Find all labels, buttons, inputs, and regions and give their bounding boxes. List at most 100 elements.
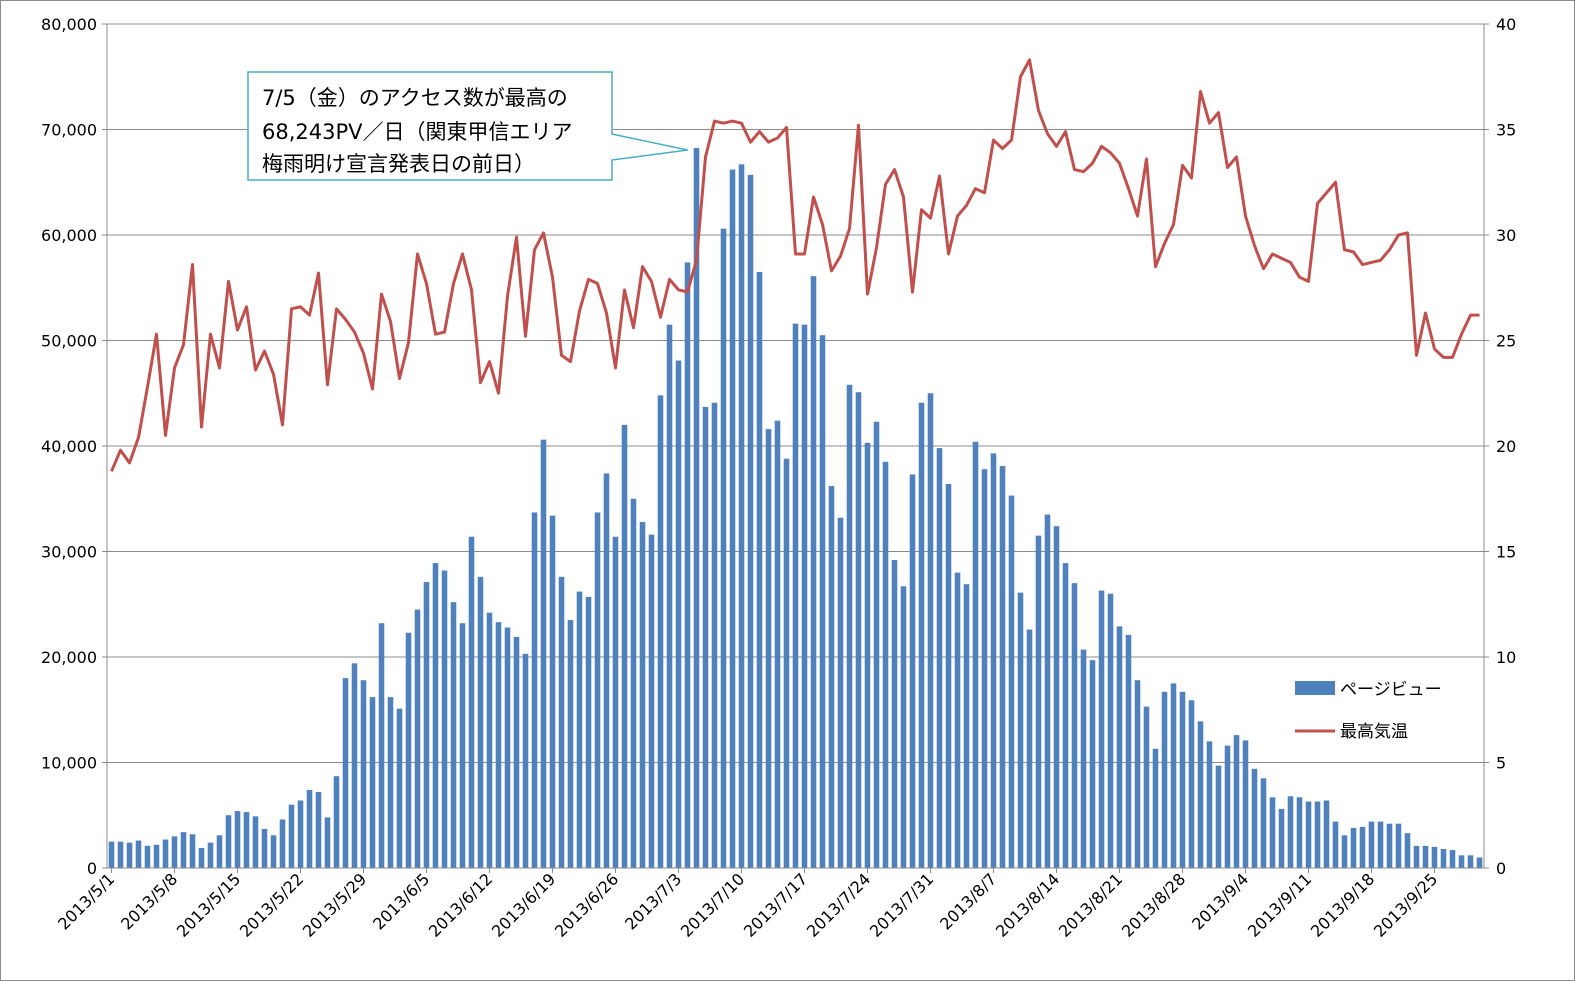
y-right-tick-label: 10 bbox=[1496, 648, 1516, 667]
pageview-bar bbox=[108, 841, 115, 868]
pageview-bar bbox=[531, 512, 538, 868]
x-tick-label: 2013/8/7 bbox=[936, 869, 1000, 933]
legend-label-pageview: ページビュー bbox=[1340, 680, 1442, 700]
x-tick-labels: 2013/5/12013/5/82013/5/152013/5/222013/5… bbox=[54, 869, 1441, 940]
pageview-bar bbox=[999, 466, 1006, 868]
pageview-bar bbox=[576, 591, 583, 868]
pageview-bar bbox=[909, 474, 916, 868]
pageview-bar bbox=[1341, 835, 1348, 868]
axes bbox=[102, 23, 1489, 873]
pageview-bar bbox=[1386, 823, 1393, 868]
x-tick-label: 2013/6/26 bbox=[551, 869, 622, 940]
legend-label-temperature: 最高気温 bbox=[1340, 722, 1408, 742]
pageview-bar bbox=[153, 844, 160, 868]
pageview-bar bbox=[198, 847, 205, 868]
pageview-bar bbox=[828, 486, 835, 868]
pageview-bar bbox=[585, 596, 592, 868]
pageview-bar bbox=[495, 622, 502, 868]
pageview-bar bbox=[1098, 590, 1105, 868]
pageview-bar bbox=[1278, 808, 1285, 868]
pageview-bar bbox=[459, 623, 466, 868]
callout-line-2: 68,243PV／日（関東甲信エリア bbox=[262, 120, 573, 144]
pageview-bar bbox=[360, 680, 367, 868]
pageview-bar bbox=[261, 828, 268, 868]
pageview-bar bbox=[1215, 765, 1222, 868]
pageview-bar bbox=[603, 473, 610, 868]
pageview-bar bbox=[171, 836, 178, 868]
pageview-bar bbox=[522, 653, 529, 868]
y-left-tick-label: 10,000 bbox=[41, 754, 97, 773]
pageview-bar bbox=[810, 276, 817, 868]
callout-line-1: 7/5（金）のアクセス数が最高の bbox=[262, 86, 568, 110]
pageview-bar bbox=[990, 453, 997, 868]
pageview-bar bbox=[324, 817, 331, 868]
pageview-bar bbox=[1314, 801, 1321, 868]
pageview-bar bbox=[468, 536, 475, 868]
pageview-bar bbox=[1170, 683, 1177, 868]
pageview-bar bbox=[135, 840, 142, 868]
pageview-bar bbox=[1080, 649, 1087, 868]
x-tick-label: 2013/5/8 bbox=[117, 869, 181, 933]
pageview-bar bbox=[801, 324, 808, 868]
pageview-bar bbox=[1395, 823, 1402, 868]
pageview-bar bbox=[666, 324, 673, 868]
pageview-bar bbox=[1251, 768, 1258, 868]
x-tick-label: 2013/9/4 bbox=[1188, 869, 1252, 933]
pageview-bar bbox=[1143, 706, 1150, 868]
pageview-bar bbox=[702, 406, 709, 868]
pageview-bar bbox=[882, 461, 889, 868]
left-y-tick-labels: 0 10,000 20,000 30,000 40,000 50,000 60,000 70,… bbox=[41, 15, 97, 878]
pageview-bar bbox=[1422, 845, 1429, 868]
pageview-bar bbox=[1350, 827, 1357, 868]
pageview-bar bbox=[1107, 593, 1114, 868]
pageview-bar bbox=[351, 663, 358, 868]
pageview-bar bbox=[1233, 735, 1240, 868]
pageview-bar bbox=[414, 609, 421, 868]
pageview-bar bbox=[1206, 741, 1213, 868]
pageview-bar bbox=[900, 586, 907, 868]
pageview-bar bbox=[729, 169, 736, 869]
pageview-bar bbox=[315, 792, 322, 868]
pageview-bar bbox=[504, 627, 511, 868]
pageview-bar bbox=[1197, 721, 1204, 868]
pageview-bar bbox=[648, 534, 655, 868]
pageview-bar bbox=[621, 424, 628, 868]
y-left-tick-label: 30,000 bbox=[41, 543, 97, 562]
pageview-bar bbox=[1287, 796, 1294, 868]
pageview-bar bbox=[981, 469, 988, 868]
y-left-tick-label: 0 bbox=[87, 859, 97, 878]
pageview-bar bbox=[963, 584, 970, 868]
pageview-bar bbox=[1332, 821, 1339, 868]
pageview-bar bbox=[1431, 846, 1438, 868]
pageview-bar bbox=[378, 623, 385, 868]
pageview-bar bbox=[747, 174, 754, 869]
pageview-bar bbox=[333, 776, 340, 868]
pageview-bar bbox=[1404, 833, 1411, 868]
x-tick-label: 2013/9/18 bbox=[1307, 869, 1378, 940]
pageview-bar bbox=[720, 228, 727, 869]
pageview-bar bbox=[936, 448, 943, 868]
pageview-bar bbox=[783, 458, 790, 868]
pageview-bar bbox=[612, 536, 619, 868]
pageview-bar bbox=[180, 832, 187, 868]
pageview-bar bbox=[945, 483, 952, 868]
x-tick-label: 2013/9/25 bbox=[1370, 869, 1441, 940]
pageview-bar bbox=[1152, 748, 1159, 868]
right-y-tick-labels: 0 5 10 15 20 25 30 35 40 bbox=[1496, 15, 1516, 878]
pageview-bar bbox=[1359, 826, 1366, 868]
pageview-bar bbox=[1467, 855, 1474, 868]
pageview-bar bbox=[630, 498, 637, 868]
y-left-tick-label: 70,000 bbox=[41, 121, 97, 140]
pageview-bar bbox=[441, 570, 448, 868]
y-right-tick-label: 35 bbox=[1496, 121, 1516, 140]
pageview-bar bbox=[423, 582, 430, 868]
pageview-bar bbox=[297, 800, 304, 868]
pageview-bar bbox=[477, 576, 484, 868]
pageview-bar bbox=[567, 620, 574, 868]
pageview-bar bbox=[846, 384, 853, 868]
pageview-bar bbox=[1179, 691, 1186, 868]
x-tick-label: 2013/7/17 bbox=[740, 869, 811, 940]
pageview-bar bbox=[1323, 800, 1330, 868]
pageview-bar bbox=[684, 262, 691, 868]
pageview-bar bbox=[216, 835, 223, 868]
